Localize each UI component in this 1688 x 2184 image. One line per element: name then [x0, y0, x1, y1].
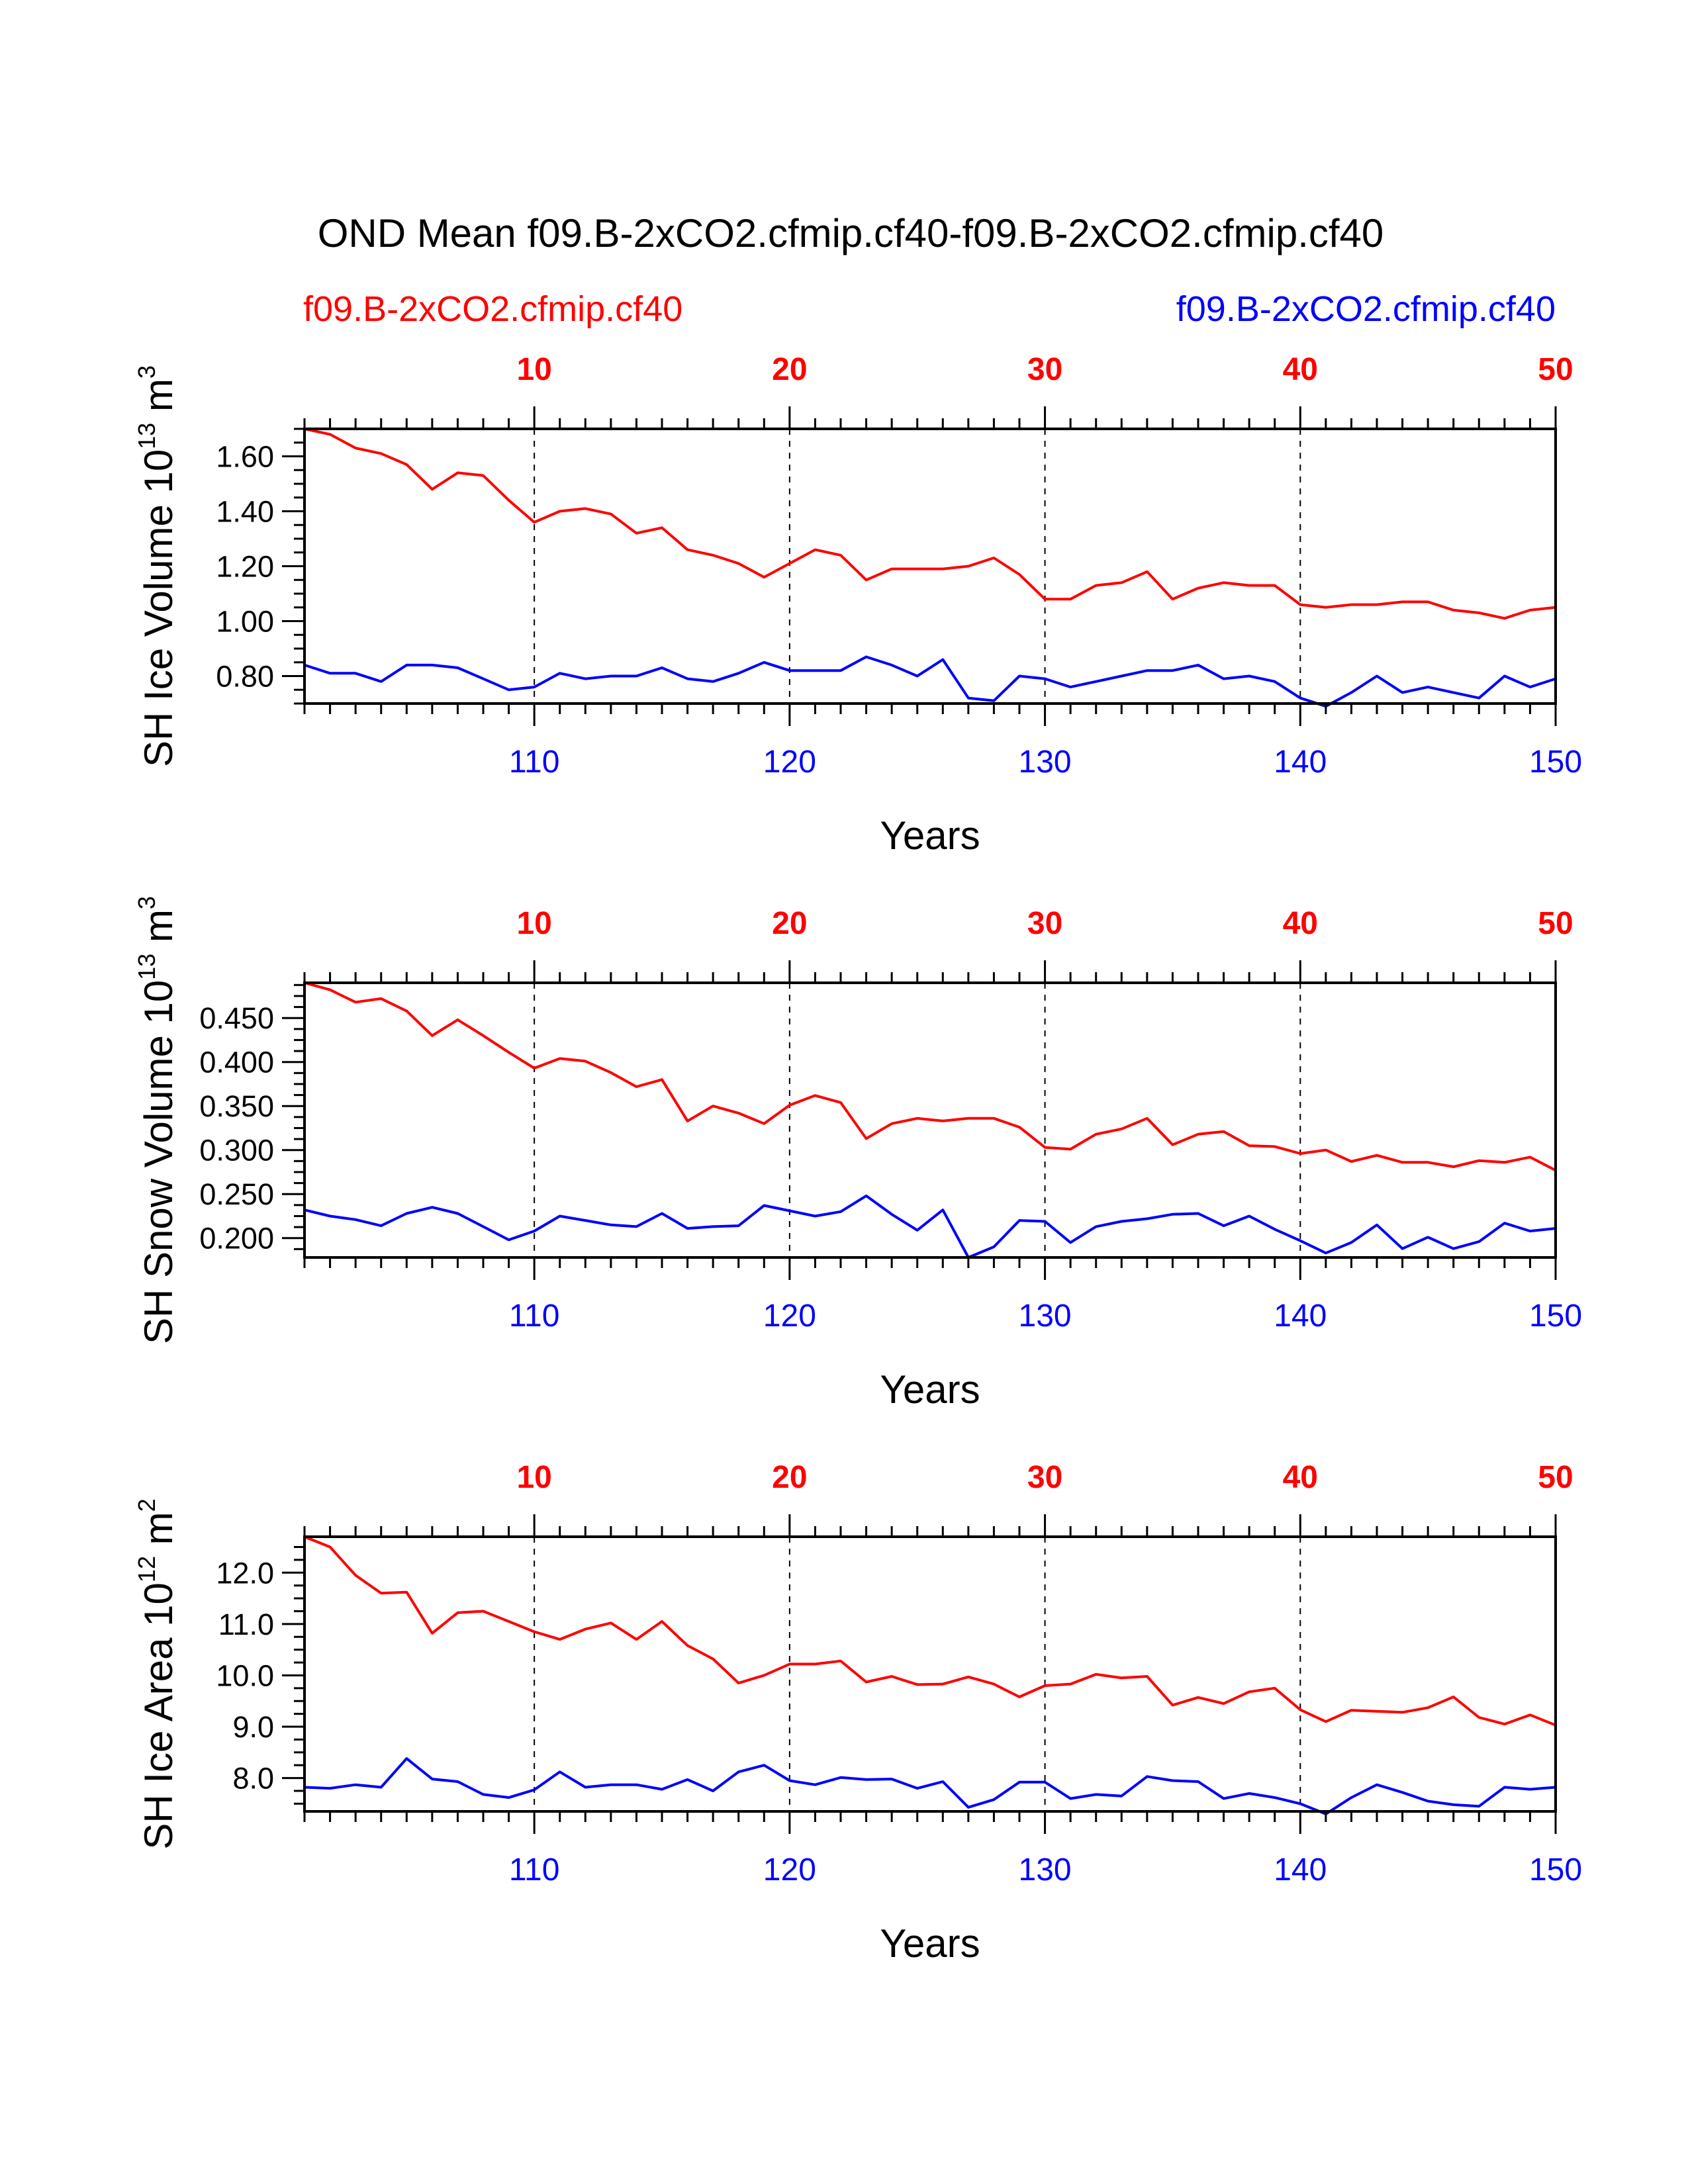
y-axis-title: SH Ice Area 1012 m2 — [133, 1498, 181, 1849]
y-axis-title-part: SH Ice Volume 10 — [136, 449, 181, 767]
chart-title: OND Mean f09.B-2xCO2.cfmip.cf40-f09.B-2x… — [318, 211, 1384, 255]
y-tick-label: 0.400 — [199, 1046, 274, 1079]
series-line-blue — [304, 1194, 1556, 1259]
x-tick-label: 130 — [1019, 745, 1072, 780]
x-axis-title: Years — [880, 1921, 980, 1966]
x-tick-label: 140 — [1274, 745, 1327, 780]
x-tick-label: 150 — [1529, 745, 1582, 780]
top-tick-label: 30 — [1027, 352, 1062, 387]
chart-panel-3: 8.0 9.0 10.0 11.0 12.0 110 120 130 140 150 10 20 30 4… — [133, 1460, 1582, 1966]
x-tick-label: 140 — [1274, 1298, 1327, 1334]
x-tick-label: 130 — [1019, 1852, 1072, 1888]
y-axis-title-part: m — [136, 1512, 181, 1556]
y-axis-title-part: 3 — [133, 365, 160, 379]
y-axis-title: SH Snow Volume 1013 m3 — [133, 896, 181, 1344]
y-tick-label: 11.0 — [218, 1608, 274, 1641]
legend-right-label: f09.B-2xCO2.cfmip.cf40 — [1176, 289, 1556, 329]
x-tick-label: 120 — [763, 1298, 816, 1334]
y-tick-label: 0.300 — [199, 1134, 274, 1167]
y-axis-title-part: m — [136, 909, 181, 954]
top-tick-label: 30 — [1027, 1460, 1062, 1495]
x-tick-label: 150 — [1529, 1298, 1582, 1334]
y-axis-title: SH Ice Volume 1013 m3 — [133, 365, 181, 767]
series-line-red — [304, 1535, 1556, 1727]
top-tick-label: 50 — [1538, 352, 1573, 387]
top-tick-label: 30 — [1027, 906, 1062, 941]
y-tick-label: 0.200 — [199, 1222, 274, 1255]
y-axis-title-part: m — [136, 379, 181, 423]
top-tick-label: 20 — [772, 1460, 807, 1495]
top-tick-label: 20 — [772, 352, 807, 387]
series-line-blue — [304, 655, 1556, 708]
y-tick-label: 10.0 — [216, 1659, 274, 1692]
plot-frame — [303, 981, 1557, 1259]
y-tick-label: 1.20 — [216, 550, 274, 584]
y-tick-label: 9.0 — [232, 1710, 274, 1744]
series-line-red — [304, 981, 1556, 1172]
y-tick-label: 1.40 — [216, 495, 274, 529]
y-axis-title-part: 13 — [133, 954, 160, 980]
y-tick-label: 1.60 — [216, 440, 274, 474]
top-tick-label: 40 — [1283, 352, 1318, 387]
x-axis-title: Years — [880, 1367, 980, 1412]
plot-frame — [303, 1535, 1557, 1813]
y-axis-title-part: 2 — [133, 1498, 160, 1512]
y-tick-label: 8.0 — [232, 1762, 274, 1796]
top-tick-label: 10 — [516, 906, 551, 941]
x-tick-label: 140 — [1274, 1852, 1327, 1888]
x-tick-label: 110 — [509, 1298, 560, 1334]
top-tick-label: 20 — [772, 906, 807, 941]
chart-panel-2: 0.200 0.250 0.300 0.350 0.400 0.450 110 120 130 1… — [133, 896, 1582, 1412]
y-axis-title-part: 13 — [133, 423, 160, 449]
y-tick-label: 0.250 — [199, 1177, 274, 1211]
y-axis-title-part: 12 — [133, 1556, 160, 1582]
y-tick-label: 0.80 — [216, 660, 274, 694]
y-axis-title-part: 3 — [133, 896, 160, 909]
x-tick-label: 110 — [509, 745, 560, 780]
chart-panel-1: 0.80 1.00 1.20 1.40 1.60 110 120 130 140 150 10 20 3… — [133, 352, 1582, 858]
x-tick-label: 150 — [1529, 1852, 1582, 1888]
y-axis-title-part: SH Ice Area 10 — [136, 1582, 181, 1850]
y-tick-label: 0.450 — [199, 1001, 274, 1035]
series-line-red — [304, 428, 1556, 620]
legend-left-label: f09.B-2xCO2.cfmip.cf40 — [303, 289, 682, 329]
x-tick-label: 130 — [1019, 1298, 1072, 1334]
top-tick-label: 50 — [1538, 1460, 1573, 1495]
x-axis-title: Years — [880, 813, 980, 858]
y-tick-label: 1.00 — [216, 605, 274, 639]
top-tick-label: 10 — [516, 1460, 551, 1495]
x-tick-label: 110 — [509, 1852, 560, 1888]
top-tick-label: 50 — [1538, 906, 1573, 941]
top-tick-label: 10 — [516, 352, 551, 387]
top-tick-label: 40 — [1283, 1460, 1318, 1495]
top-tick-label: 40 — [1283, 906, 1318, 941]
y-tick-label: 12.0 — [216, 1556, 274, 1590]
panels: 0.80 1.00 1.20 1.40 1.60 110 120 130 140 150 10 20 3… — [133, 352, 1582, 1966]
x-tick-label: 120 — [763, 1852, 816, 1888]
y-axis-title-part: SH Snow Volume 10 — [136, 980, 181, 1344]
series-line-blue — [304, 1757, 1556, 1815]
y-tick-label: 0.350 — [199, 1089, 274, 1123]
x-tick-label: 120 — [763, 745, 816, 780]
